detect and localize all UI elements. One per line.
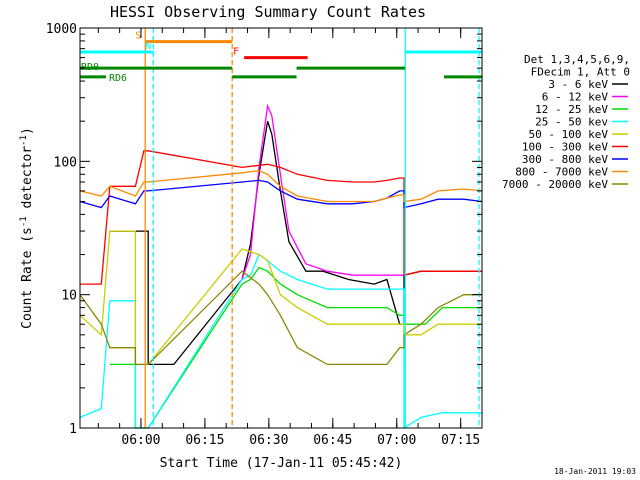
y-axis-label-part: ) [20, 127, 35, 135]
segment-label-4: RD0 [81, 62, 99, 73]
legend-header-line: FDecim 1, Att 0 [531, 66, 630, 79]
y-axis-label-part: Count Rate (s [20, 227, 35, 329]
x-tick-label: 07:00 [377, 433, 416, 448]
legend-entry-label: 25 - 50 kev [535, 116, 608, 129]
series-line-3 [79, 253, 482, 430]
legend-entry-label: 50 - 100 keV [529, 128, 609, 141]
series-line-2 [109, 266, 482, 429]
legend-entry-label: 12 - 25 keV [535, 103, 608, 116]
x-tick-label: 07:15 [441, 433, 480, 448]
y-tick-label: 1 [69, 422, 77, 437]
legend-entry-label: 300 - 800 keV [522, 153, 608, 166]
x-tick-label: 06:15 [185, 433, 224, 448]
plot-frame [79, 27, 483, 429]
segment-label-0: S [135, 31, 141, 42]
legend-entry-label: 3 - 6 keV [548, 78, 608, 91]
segment-label-3: F [233, 47, 239, 58]
legend-entry-label: 800 - 7000 keV [515, 166, 608, 179]
series-line-0 [109, 120, 482, 366]
series-line-7 [79, 170, 483, 203]
y-axis-label-part: -1 [19, 135, 29, 146]
segment-layer: SN F RD0 RD6 [80, 31, 482, 84]
legend-entry-label: 7000 - 20000 keV [502, 178, 608, 191]
y-axis-label-part: detector [20, 146, 35, 217]
series-line-8 [79, 270, 482, 366]
legend-header-line: Det 1,3,4,5,6,9, [524, 53, 630, 66]
y-axis-label: Count Rate (s-1 detector-1) [19, 127, 35, 329]
chart-title: HESSI Observing Summary Count Rates [110, 3, 426, 21]
series-line-1 [241, 103, 404, 280]
legend-entry-label: 6 - 12 keV [542, 91, 609, 104]
legend: Det 1,3,4,5,6,9,FDecim 1, Att 03 - 6 keV… [502, 53, 630, 191]
x-tick-label: 06:45 [313, 433, 352, 448]
plot-area: SN F RD0 RD6 [79, 28, 483, 430]
marker-layer [144, 28, 480, 428]
y-tick-label: 100 [54, 155, 77, 170]
x-tick-label: 06:00 [121, 433, 160, 448]
footer-timestamp: 18-Jan-2011 19:03 [554, 467, 636, 476]
legend-entry-label: 100 - 300 keV [522, 141, 608, 154]
axis-layer: 1 10 100 1000 06:00 06:15 06:30 06:45 07:00 07:15 [46, 22, 483, 448]
x-axis-label: Start Time (17-Jan-11 05:45:42) [160, 456, 403, 471]
x-tick-label: 06:30 [249, 433, 288, 448]
segment-label-6: RD6 [109, 73, 127, 84]
y-tick-label: 1000 [46, 22, 77, 37]
y-tick-label: 10 [61, 289, 77, 304]
series-layer [79, 103, 483, 430]
segment-label-1: N [145, 41, 151, 52]
series-line-5 [80, 150, 482, 285]
series-line-6 [79, 179, 483, 209]
y-axis-label-part: -1 [19, 216, 29, 227]
series-line-4 [79, 230, 482, 366]
